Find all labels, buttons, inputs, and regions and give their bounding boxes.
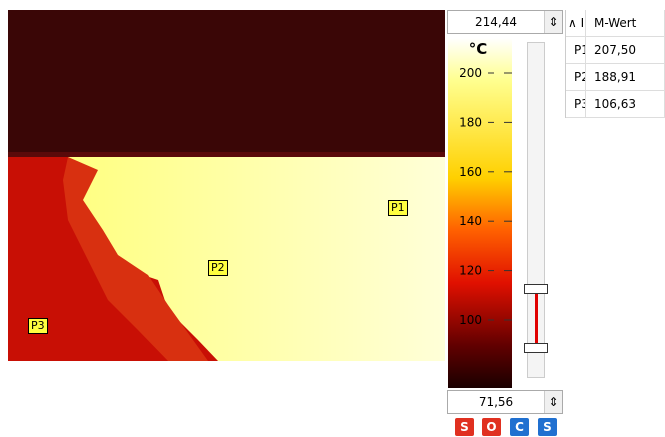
point-label[interactable]: P2: [208, 260, 228, 276]
cell: 207,50: [586, 37, 665, 64]
table: ∧ ID M-Wert P1207,50P2188,91P3106,63: [565, 10, 665, 118]
spin-button[interactable]: ⇕: [544, 11, 562, 33]
header-cell[interactable]: ∧ ID: [566, 10, 586, 37]
slider-handle[interactable]: [524, 343, 548, 353]
button[interactable]: C: [510, 418, 529, 436]
unit: °C: [469, 40, 488, 58]
max-input[interactable]: 214,44 ⇕: [447, 10, 563, 34]
button[interactable]: O: [482, 418, 501, 436]
header-row: ∧ ID M-Wert: [566, 10, 665, 37]
thermal-image: [8, 10, 445, 361]
cell: P1: [566, 37, 586, 64]
tick-label: 160: [459, 165, 482, 179]
button[interactable]: S: [538, 418, 557, 436]
slider-range: [535, 290, 538, 348]
color-bar: °C 200 180 160 140 120 100: [448, 38, 512, 388]
cell: 188,91: [586, 64, 665, 91]
table-row: P1207,50: [566, 37, 665, 64]
tick-label: 140: [459, 214, 482, 228]
tick-label: 100: [459, 313, 482, 327]
cell: 106,63: [586, 91, 665, 118]
tick-label: 200: [459, 66, 482, 80]
slider-handle[interactable]: [524, 284, 548, 294]
table-row: P3106,63: [566, 91, 665, 118]
app: P1 P2 P3 214,44 ⇕ °C 200180160140120100 …: [0, 0, 665, 437]
tick-label: 180: [459, 115, 482, 129]
cell: P2: [566, 64, 586, 91]
table-row: P2188,91: [566, 64, 665, 91]
point-label[interactable]: P3: [28, 318, 48, 334]
min-value: 71,56: [479, 395, 513, 409]
header-cell[interactable]: M-Wert: [586, 10, 665, 37]
spin-button[interactable]: ⇕: [544, 391, 562, 413]
tick-label: 120: [459, 264, 482, 278]
cell: P3: [566, 91, 586, 118]
max-value: 214,44: [475, 15, 517, 29]
button[interactable]: S: [455, 418, 474, 436]
min-input[interactable]: 71,56 ⇕: [447, 390, 563, 414]
point-label[interactable]: P1: [388, 200, 408, 216]
